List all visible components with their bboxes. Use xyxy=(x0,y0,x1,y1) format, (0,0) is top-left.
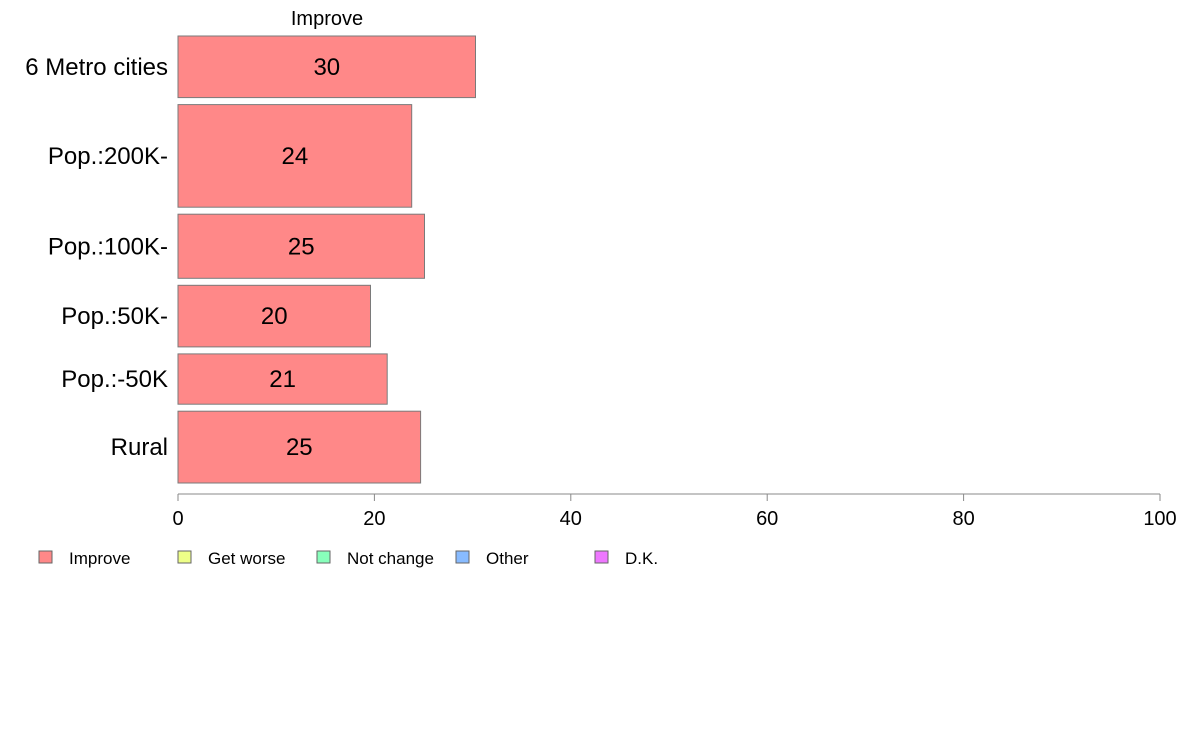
bar-value-label: 25 xyxy=(286,434,313,461)
bar-value-label: 30 xyxy=(313,54,340,81)
legend-swatch xyxy=(177,550,192,564)
category-label: Pop.:-50K xyxy=(61,366,168,393)
bar xyxy=(177,104,413,208)
bar xyxy=(177,410,422,484)
category-label: Pop.:200K- xyxy=(48,143,168,170)
category-label: Pop.:50K- xyxy=(61,303,168,330)
x-axis: 0 20 40 60 80 100 xyxy=(172,493,1177,530)
legend-label: D.K. xyxy=(625,549,658,568)
bar xyxy=(177,284,371,348)
bar xyxy=(177,213,425,279)
legend-swatch xyxy=(38,550,53,564)
bars-group: 30 24 25 20 21 25 xyxy=(177,35,476,484)
bar xyxy=(177,353,388,405)
category-label: Pop.:100K- xyxy=(48,233,168,260)
legend-swatch xyxy=(594,550,609,564)
bar-value-label: 21 xyxy=(269,366,296,393)
bar xyxy=(177,35,476,99)
series-title: Improve xyxy=(291,8,363,30)
legend-label: Not change xyxy=(347,549,434,568)
bar-value-label: 25 xyxy=(288,233,315,260)
bar-value-label: 24 xyxy=(282,143,309,170)
legend-swatch xyxy=(455,550,470,564)
category-label: 6 Metro cities xyxy=(25,54,168,81)
bar-value-label: 20 xyxy=(261,303,288,330)
x-tick-label: 20 xyxy=(363,508,385,530)
x-tick-label: 40 xyxy=(560,508,582,530)
category-labels: 6 Metro cities Pop.:200K- Pop.:100K- Pop.:5… xyxy=(25,54,168,461)
legend-label: Other xyxy=(486,549,529,568)
category-label: Rural xyxy=(111,434,168,461)
x-tick-label: 80 xyxy=(952,508,974,530)
legend: Improve Get worse Not change Other D.K. xyxy=(38,549,658,568)
x-tick-label: 100 xyxy=(1143,508,1176,530)
x-tick-label: 0 xyxy=(172,508,183,530)
legend-swatch xyxy=(316,550,331,564)
x-tick-label: 60 xyxy=(756,508,778,530)
legend-label: Get worse xyxy=(208,549,285,568)
legend-label: Improve xyxy=(69,549,130,568)
